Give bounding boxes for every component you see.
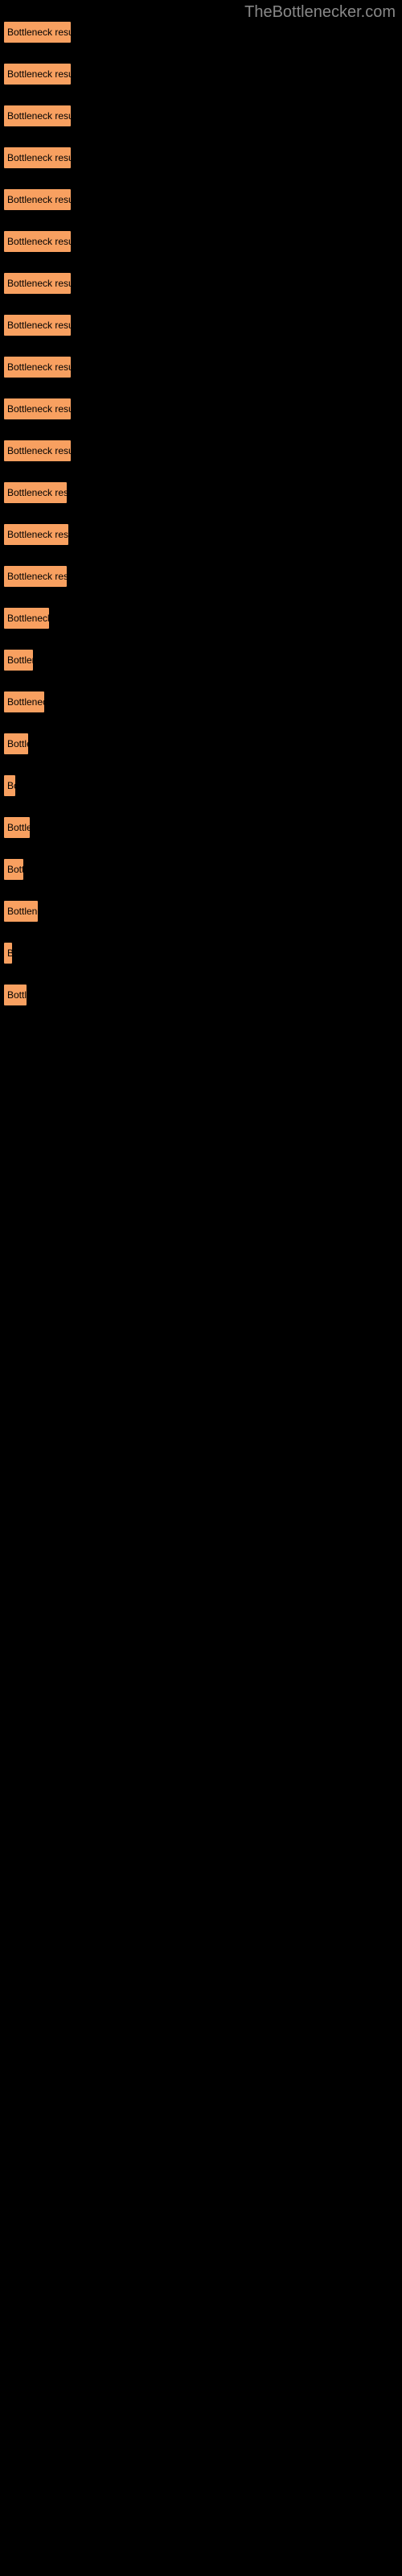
result-item[interactable]: Bottleneck result — [3, 356, 72, 378]
result-item[interactable]: Bottleneck result — [3, 105, 72, 127]
items-container: Bottleneck result Bottleneck result Bottle… — [0, 0, 402, 1006]
result-item[interactable]: Bottleneck result — [3, 230, 72, 253]
result-item[interactable]: Bottleneck result — [3, 691, 45, 713]
result-item[interactable]: Bottleneck result — [3, 942, 13, 964]
result-item[interactable]: Bottleneck result — [3, 816, 31, 839]
result-item[interactable]: Bottleneck result — [3, 858, 24, 881]
result-item[interactable]: Bottleneck result — [3, 481, 68, 504]
result-item[interactable]: Bottleneck result — [3, 523, 69, 546]
result-item[interactable]: Bottleneck result — [3, 272, 72, 295]
result-item[interactable]: Bottleneck result — [3, 565, 68, 588]
result-item[interactable]: Bottleneck result — [3, 21, 72, 43]
result-item[interactable]: Bottleneck result — [3, 314, 72, 336]
result-item[interactable]: Bottleneck result — [3, 649, 34, 671]
result-item[interactable]: Bottleneck result — [3, 188, 72, 211]
result-item[interactable]: Bottleneck result — [3, 774, 16, 797]
result-item[interactable]: Bottleneck result — [3, 900, 39, 923]
result-item[interactable]: Bottleneck result — [3, 607, 50, 630]
result-item[interactable]: Bottleneck result — [3, 398, 72, 420]
watermark-text: TheBottlenecker.com — [244, 3, 396, 22]
result-item[interactable]: Bottleneck result — [3, 984, 27, 1006]
result-item[interactable]: Bottleneck result — [3, 63, 72, 85]
result-item[interactable]: Bottleneck result — [3, 440, 72, 462]
result-item[interactable]: Bottleneck result — [3, 733, 29, 755]
result-item[interactable]: Bottleneck result — [3, 147, 72, 169]
